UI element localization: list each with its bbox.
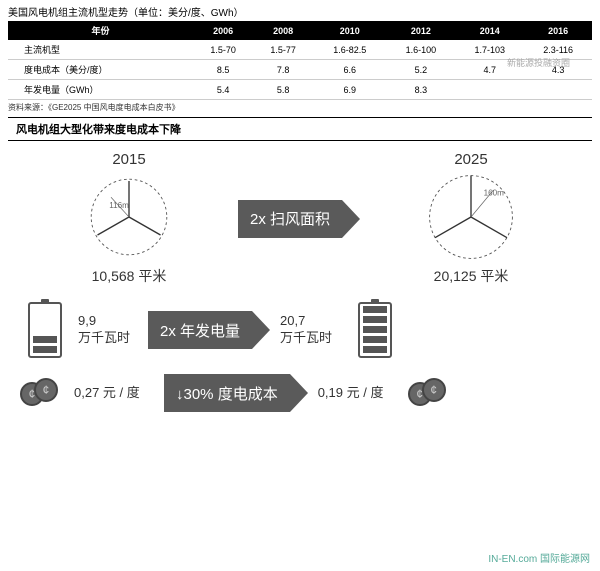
coins-icon: ¢ ¢ [20, 378, 66, 408]
table-row: 度电成本（美分/度）8.57.86.65.24.74.3 [8, 60, 592, 80]
year-label: 2015 [112, 151, 145, 168]
battery-icon [358, 302, 392, 358]
turbine-icon: 116m [84, 172, 174, 262]
svg-text:160m: 160m [484, 188, 504, 197]
trend-table: 年份 2006 2008 2010 2012 2014 2016 主流机型1.5… [8, 21, 592, 100]
cell: 8.5 [193, 60, 253, 80]
arrow-cost: ↓30% 度电成本 [164, 374, 290, 412]
battery-right [350, 302, 400, 358]
row-swept-area: 2015 116m 10,568 平米 2x 扫风面积 2025 160m 20… [20, 151, 580, 286]
cell: 8.3 [386, 80, 455, 100]
th-year: 年份 [8, 21, 193, 40]
cell: 5.2 [386, 60, 455, 80]
unit: 万千瓦时 [78, 330, 148, 347]
th: 2006 [193, 21, 253, 40]
coins-icon: ¢ ¢ [408, 378, 454, 408]
cost-right: 0,19 元 / 度 [318, 385, 408, 402]
turbine-2015: 2015 116m 10,568 平米 [20, 151, 238, 286]
turbine-icon: 160m [426, 172, 516, 262]
row-generation: 9,9 万千瓦时 2x 年发电量 20,7 万千瓦时 [20, 302, 580, 358]
th: 2010 [313, 21, 386, 40]
logo-watermark: IN-EN.com 国际能源网 [488, 550, 590, 565]
cost-left: 0,27 元 / 度 [74, 385, 164, 402]
cell: 度电成本（美分/度） [8, 60, 193, 80]
infographic: 2015 116m 10,568 平米 2x 扫风面积 2025 160m 20… [0, 141, 600, 438]
svg-text:116m: 116m [109, 201, 129, 210]
cell: 1.5-77 [253, 40, 313, 60]
cell: 6.9 [313, 80, 386, 100]
cell: 年发电量（GWh） [8, 80, 193, 100]
th: 2012 [386, 21, 455, 40]
year-label: 2025 [454, 151, 487, 168]
th: 2008 [253, 21, 313, 40]
th: 2014 [455, 21, 524, 40]
cell: 5.4 [193, 80, 253, 100]
table-row: 主流机型1.5-701.5-771.6-82.51.6-1001.7-1032.… [8, 40, 592, 60]
cell: 5.8 [253, 80, 313, 100]
battery-icon [28, 302, 62, 358]
gen-right: 20,7 万千瓦时 [280, 313, 350, 347]
table-header: 年份 2006 2008 2010 2012 2014 2016 [8, 21, 592, 40]
th: 2016 [524, 21, 592, 40]
table-source: 资料来源：《GE2025 中国风电度电成本白皮书》 [0, 100, 600, 115]
area-label: 10,568 平米 [92, 266, 167, 286]
subtitle: 风电机组大型化带来度电成本下降 [8, 117, 592, 141]
val: 20,7 [280, 313, 350, 330]
area-label: 20,125 平米 [434, 266, 509, 286]
table-row: 年发电量（GWh）5.45.86.98.3 [8, 80, 592, 100]
watermark-text: 新能源投融资圈 [507, 56, 570, 69]
cell: 7.8 [253, 60, 313, 80]
cell [455, 80, 524, 100]
cell: 1.6-82.5 [313, 40, 386, 60]
arrow-swept: 2x 扫风面积 [238, 200, 342, 238]
val: 9,9 [78, 313, 148, 330]
unit: 万千瓦时 [280, 330, 350, 347]
cell: 1.5-70 [193, 40, 253, 60]
table-title: 美国风电机组主流机型走势（单位：美分/度、GWh） [0, 0, 600, 21]
arrow-gen: 2x 年发电量 [148, 311, 252, 349]
cell [524, 80, 592, 100]
gen-left: 9,9 万千瓦时 [78, 313, 148, 347]
turbine-2025: 2025 160m 20,125 平米 [362, 151, 580, 286]
cell: 主流机型 [8, 40, 193, 60]
row-cost: ¢ ¢ 0,27 元 / 度 ↓30% 度电成本 0,19 元 / 度 ¢ ¢ [20, 374, 580, 412]
battery-left [20, 302, 70, 358]
cell: 1.6-100 [386, 40, 455, 60]
cell: 6.6 [313, 60, 386, 80]
